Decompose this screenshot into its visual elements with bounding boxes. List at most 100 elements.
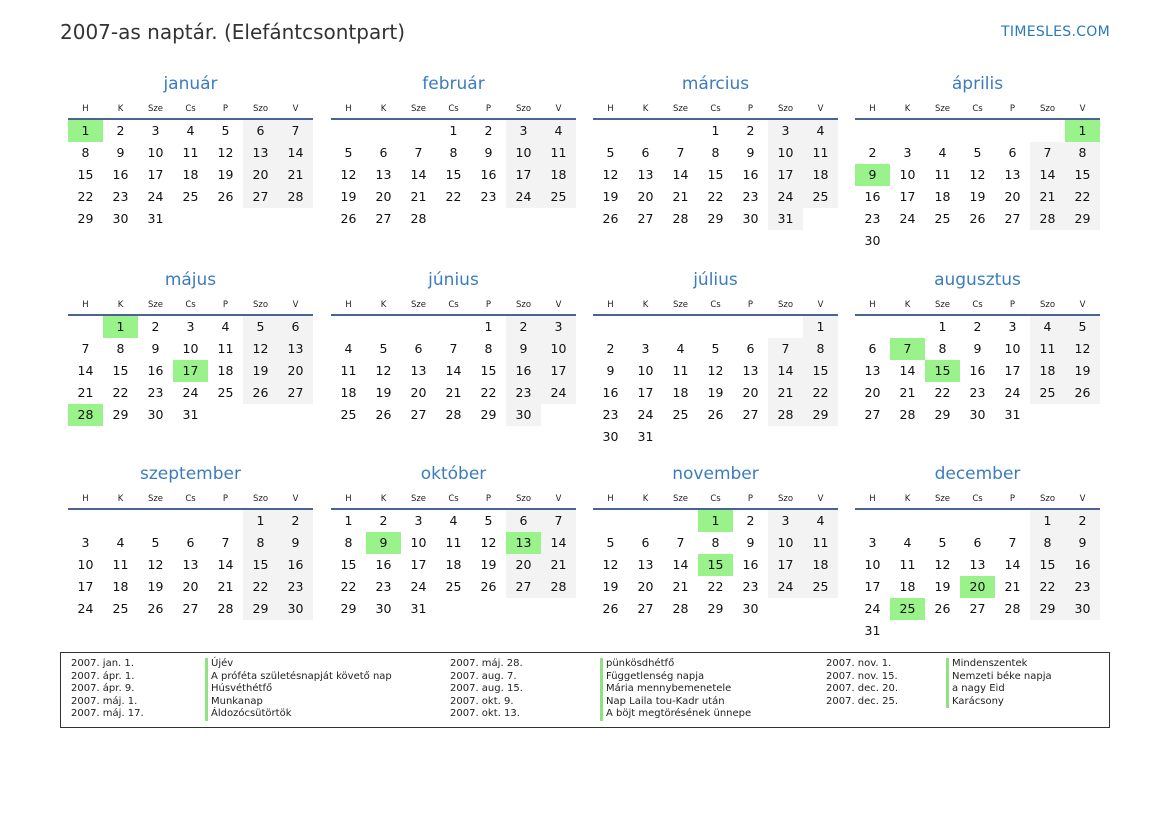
day-cell[interactable]: 26 <box>1065 382 1100 404</box>
day-cell[interactable]: 8 <box>803 338 838 360</box>
day-cell[interactable]: 4 <box>803 120 838 142</box>
day-cell[interactable]: 1 <box>938 319 947 334</box>
day-cell[interactable]: 3 <box>186 319 195 334</box>
day-cell[interactable]: 17 <box>899 189 916 204</box>
day-cell[interactable]: 9 <box>1065 532 1100 554</box>
day-cell[interactable]: 12 <box>243 338 278 360</box>
day-cell[interactable]: 7 <box>278 120 313 142</box>
day-cell[interactable]: 8 <box>1065 142 1100 164</box>
day-cell[interactable]: 31 <box>864 623 881 638</box>
day-cell[interactable]: 21 <box>410 189 427 204</box>
day-cell[interactable]: 13 <box>182 557 199 572</box>
day-cell[interactable]: 7 <box>449 341 458 356</box>
day-cell[interactable]: 5 <box>221 123 230 138</box>
holiday-day-cell[interactable]: 17 <box>173 360 208 382</box>
day-cell[interactable]: 11 <box>1030 338 1065 360</box>
day-cell[interactable]: 16 <box>506 360 541 382</box>
day-cell[interactable]: 18 <box>672 385 689 400</box>
day-cell[interactable]: 26 <box>480 579 497 594</box>
day-cell[interactable]: 5 <box>711 341 720 356</box>
day-cell[interactable]: 7 <box>1008 535 1017 550</box>
day-cell[interactable]: 23 <box>1065 576 1100 598</box>
day-cell[interactable]: 18 <box>445 557 462 572</box>
day-cell[interactable]: 6 <box>641 145 650 160</box>
day-cell[interactable]: 15 <box>445 167 462 182</box>
day-cell[interactable]: 16 <box>602 385 619 400</box>
day-cell[interactable]: 20 <box>278 360 313 382</box>
day-cell[interactable]: 12 <box>934 557 951 572</box>
day-cell[interactable]: 23 <box>147 385 164 400</box>
day-cell[interactable]: 18 <box>340 385 357 400</box>
day-cell[interactable]: 5 <box>484 513 493 528</box>
day-cell[interactable]: 18 <box>217 363 234 378</box>
day-cell[interactable]: 13 <box>278 338 313 360</box>
day-cell[interactable]: 17 <box>1004 363 1021 378</box>
day-cell[interactable]: 21 <box>541 554 576 576</box>
day-cell[interactable]: 20 <box>1004 189 1021 204</box>
day-cell[interactable]: 20 <box>410 385 427 400</box>
day-cell[interactable]: 1 <box>711 123 720 138</box>
day-cell[interactable]: 29 <box>934 407 951 422</box>
day-cell[interactable]: 11 <box>899 557 916 572</box>
day-cell[interactable]: 4 <box>938 145 947 160</box>
day-cell[interactable]: 6 <box>1008 145 1017 160</box>
day-cell[interactable]: 10 <box>899 167 916 182</box>
day-cell[interactable]: 12 <box>217 145 234 160</box>
day-cell[interactable]: 22 <box>340 579 357 594</box>
day-cell[interactable]: 21 <box>1004 579 1021 594</box>
day-cell[interactable]: 14 <box>672 557 689 572</box>
day-cell[interactable]: 22 <box>112 385 129 400</box>
day-cell[interactable]: 2 <box>746 123 755 138</box>
day-cell[interactable]: 4 <box>1030 316 1065 338</box>
day-cell[interactable]: 25 <box>672 407 689 422</box>
day-cell[interactable]: 27 <box>243 186 278 208</box>
day-cell[interactable]: 4 <box>676 341 685 356</box>
day-cell[interactable]: 25 <box>934 211 951 226</box>
day-cell[interactable]: 23 <box>602 407 619 422</box>
day-cell[interactable]: 24 <box>182 385 199 400</box>
day-cell[interactable]: 25 <box>541 186 576 208</box>
day-cell[interactable]: 16 <box>742 557 759 572</box>
day-cell[interactable]: 18 <box>541 164 576 186</box>
day-cell[interactable]: 15 <box>340 557 357 572</box>
day-cell[interactable]: 2 <box>606 341 615 356</box>
day-cell[interactable]: 24 <box>864 601 881 616</box>
holiday-day-cell[interactable]: 20 <box>960 576 995 598</box>
day-cell[interactable]: 12 <box>375 363 392 378</box>
day-cell[interactable]: 23 <box>480 189 497 204</box>
day-cell[interactable]: 10 <box>77 557 94 572</box>
day-cell[interactable]: 11 <box>445 535 462 550</box>
day-cell[interactable]: 24 <box>1004 385 1021 400</box>
holiday-day-cell[interactable]: 1 <box>1065 120 1100 142</box>
day-cell[interactable]: 13 <box>1004 167 1021 182</box>
day-cell[interactable]: 5 <box>606 145 615 160</box>
day-cell[interactable]: 28 <box>410 211 427 226</box>
day-cell[interactable]: 31 <box>147 211 164 226</box>
day-cell[interactable]: 3 <box>768 120 803 142</box>
day-cell[interactable]: 25 <box>803 576 838 598</box>
day-cell[interactable]: 7 <box>676 145 685 160</box>
day-cell[interactable]: 24 <box>77 601 94 616</box>
day-cell[interactable]: 12 <box>969 167 986 182</box>
day-cell[interactable]: 28 <box>672 211 689 226</box>
day-cell[interactable]: 27 <box>864 407 881 422</box>
day-cell[interactable]: 12 <box>340 167 357 182</box>
day-cell[interactable]: 16 <box>147 363 164 378</box>
day-cell[interactable]: 16 <box>480 167 497 182</box>
day-cell[interactable]: 21 <box>77 385 94 400</box>
day-cell[interactable]: 25 <box>445 579 462 594</box>
day-cell[interactable]: 16 <box>375 557 392 572</box>
holiday-day-cell[interactable]: 9 <box>366 532 401 554</box>
day-cell[interactable]: 6 <box>414 341 423 356</box>
day-cell[interactable]: 10 <box>1004 341 1021 356</box>
day-cell[interactable]: 8 <box>1030 532 1065 554</box>
day-cell[interactable]: 21 <box>445 385 462 400</box>
day-cell[interactable]: 14 <box>278 142 313 164</box>
day-cell[interactable]: 5 <box>938 535 947 550</box>
day-cell[interactable]: 31 <box>410 601 427 616</box>
day-cell[interactable]: 16 <box>969 363 986 378</box>
day-cell[interactable]: 5 <box>243 316 278 338</box>
day-cell[interactable]: 5 <box>379 341 388 356</box>
day-cell[interactable]: 5 <box>1065 316 1100 338</box>
day-cell[interactable]: 17 <box>768 164 803 186</box>
